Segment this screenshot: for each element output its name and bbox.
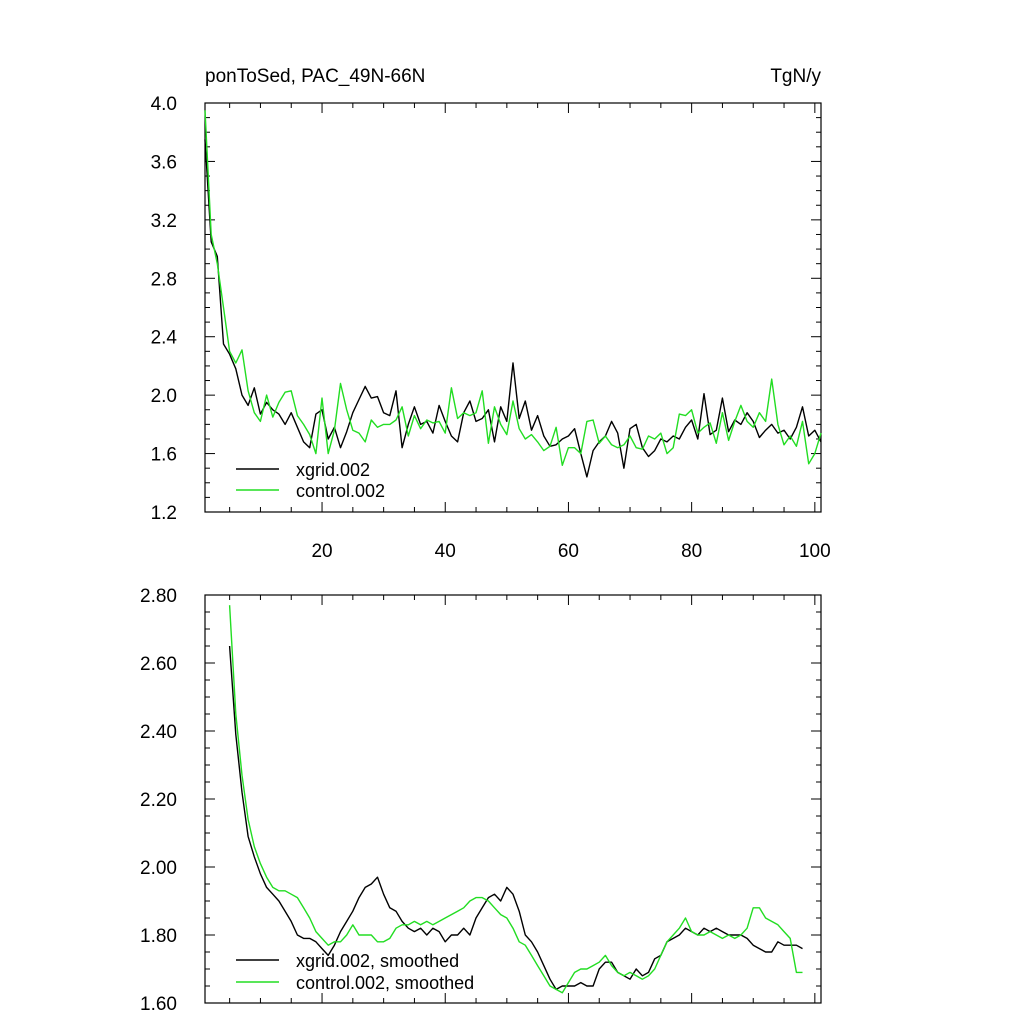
legend-label: xgrid.002, smoothed [296, 951, 459, 971]
y-tick-label: 1.60 [140, 994, 177, 1015]
y-tick-label: 4.0 [151, 94, 177, 115]
y-tick-label: 2.0 [151, 386, 177, 407]
y-tick-label: 1.6 [151, 445, 177, 466]
y-tick-label: 1.80 [140, 926, 177, 947]
y-tick-label: 2.40 [140, 722, 177, 743]
chart-top-raw: 20 40 60 80 100 1.2 1.6 2.0 2.4 2.8 3.2 3.6 4.0 ponTo… [151, 66, 831, 562]
y-tick-label: 2.20 [140, 790, 177, 811]
series-line-control [204, 110, 822, 466]
series-line-xgrid [228, 645, 803, 991]
y-tick-label: 2.60 [140, 654, 177, 675]
y-tick-label: 2.4 [151, 328, 178, 349]
series-line-control [228, 605, 803, 994]
plot-frame [204, 594, 822, 1004]
legend-label: control.002 [296, 481, 385, 501]
legend-label: xgrid.002 [296, 460, 370, 480]
legend-label: control.002, smoothed [296, 973, 474, 993]
y-tick-label: 1.2 [151, 503, 177, 524]
x-tick-label: 100 [799, 541, 831, 562]
x-tick-label: 80 [681, 541, 702, 562]
plot-frame [204, 102, 822, 513]
y-tick-label: 3.6 [151, 152, 177, 173]
y-tick-label: 2.00 [140, 858, 177, 879]
x-tick-label: 60 [558, 541, 579, 562]
chart-bottom-smoothed: 1.60 1.80 2.00 2.20 2.40 2.60 2.80 xgrid.002, s… [140, 586, 822, 1015]
y-tick-label: 3.2 [151, 211, 177, 232]
chart-title: ponToSed, PAC_49N-66N [205, 66, 425, 87]
y-tick-label: 2.8 [151, 269, 177, 290]
y-tick-label: 2.80 [140, 586, 177, 607]
units-label: TgN/y [770, 66, 821, 87]
x-tick-label: 20 [311, 541, 332, 562]
series-line-xgrid [204, 139, 822, 478]
x-tick-label: 40 [435, 541, 456, 562]
